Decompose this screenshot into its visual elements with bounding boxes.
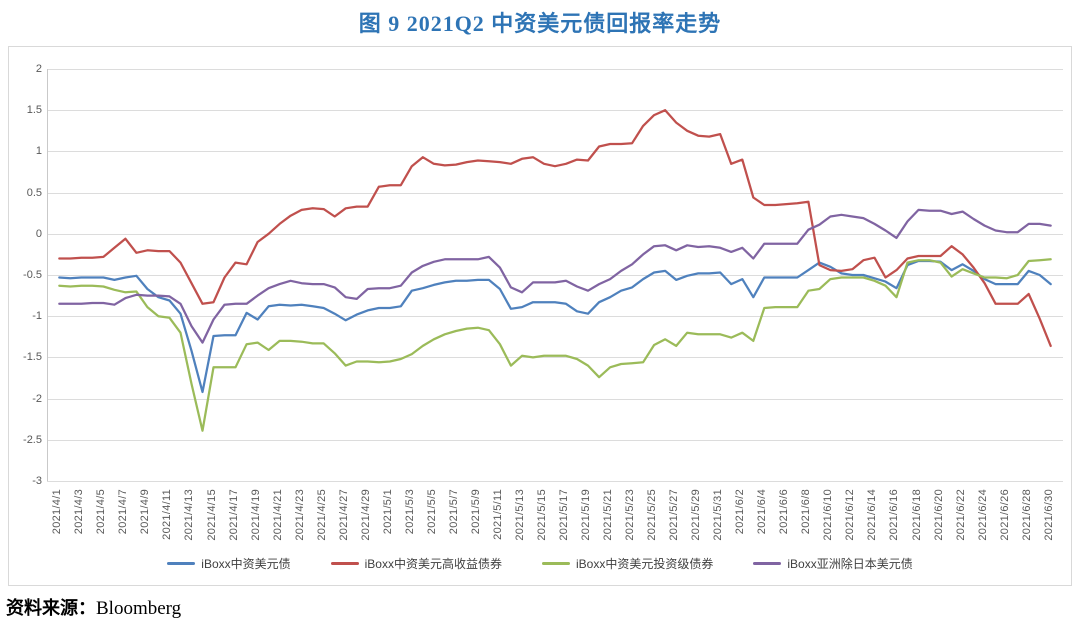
legend-item: iBoxx中资美元债 bbox=[167, 555, 291, 572]
x-axis-tick-label: 2021/6/16 bbox=[888, 489, 901, 541]
y-axis-tick-label: 0 bbox=[35, 227, 42, 240]
legend-item: iBoxx亚洲除日本美元债 bbox=[753, 555, 913, 572]
x-axis-tick-label: 2021/5/13 bbox=[513, 489, 526, 541]
x-axis-tick-label: 2021/5/29 bbox=[690, 489, 703, 541]
x-axis-tick-label: 2021/6/2 bbox=[734, 489, 747, 535]
x-axis-tick-label: 2021/4/27 bbox=[337, 489, 350, 541]
legend-swatch bbox=[753, 561, 782, 566]
x-axis-tick-label: 2021/6/26 bbox=[998, 489, 1011, 541]
x-axis-tick-label: 2021/5/7 bbox=[447, 489, 460, 535]
y-axis-tick-label: -2 bbox=[32, 392, 42, 405]
x-axis-tick-label: 2021/4/1 bbox=[51, 489, 64, 535]
source-value: Bloomberg bbox=[96, 598, 182, 619]
x-axis-tick-label: 2021/5/3 bbox=[403, 489, 416, 535]
x-axis-tick-label: 2021/6/8 bbox=[800, 489, 813, 535]
y-axis-tick-label: -3 bbox=[32, 475, 42, 487]
gridline bbox=[47, 233, 1063, 235]
x-axis-tick-label: 2021/6/30 bbox=[1042, 489, 1055, 541]
legend: iBoxx中资美元债 iBoxx中资美元高收益债券 iBoxx中资美元投资级债券 iB… bbox=[9, 555, 1071, 572]
x-axis-tick-label: 2021/4/21 bbox=[271, 489, 284, 541]
x-axis-tick-label: 2021/5/1 bbox=[381, 489, 394, 535]
x-axis-tick-label: 2021/4/19 bbox=[249, 489, 262, 541]
x-axis-tick-label: 2021/6/28 bbox=[1020, 489, 1033, 541]
x-axis-tick-label: 2021/4/15 bbox=[205, 489, 218, 541]
legend-label: iBoxx中资美元债 bbox=[201, 557, 291, 571]
x-axis-tick-label: 2021/6/10 bbox=[822, 489, 835, 541]
legend-item: iBoxx中资美元高收益债券 bbox=[330, 555, 502, 572]
y-axis-spine bbox=[47, 69, 48, 481]
x-axis-tick-label: 2021/4/25 bbox=[315, 489, 328, 541]
x-axis-tick-label: 2021/4/3 bbox=[73, 489, 86, 535]
x-axis-tick-label: 2021/4/17 bbox=[227, 489, 240, 541]
x-axis-tick-label: 2021/4/13 bbox=[183, 489, 196, 541]
x-axis-tick-label: 2021/5/17 bbox=[558, 489, 570, 541]
y-axis-tick-label: -0.5 bbox=[23, 269, 42, 281]
x-axis-tick-label: 2021/6/20 bbox=[932, 489, 945, 541]
legend-item: iBoxx中资美元投资级债券 bbox=[542, 555, 713, 572]
gridline bbox=[47, 398, 1063, 400]
x-axis-tick-label: 2021/5/19 bbox=[580, 489, 593, 541]
gridline bbox=[47, 357, 1063, 359]
x-axis-tick-label: 2021/6/22 bbox=[954, 489, 967, 541]
y-axis-tick-label: 1.5 bbox=[26, 104, 42, 117]
y-axis-tick-label: 1 bbox=[35, 145, 42, 158]
x-axis-tick-label: 2021/4/11 bbox=[161, 489, 174, 540]
plot-area bbox=[58, 109, 1052, 432]
x-axis-tick-label: 2021/5/27 bbox=[668, 489, 681, 541]
x-axis-tick-label: 2021/6/24 bbox=[976, 489, 989, 541]
x-axis-tick-label: 2021/6/14 bbox=[866, 489, 879, 541]
x-axis-tick-label: 2021/5/23 bbox=[624, 489, 637, 541]
x-axis-tick-label: 2021/6/12 bbox=[844, 489, 857, 541]
x-axis-tick-label: 2021/5/25 bbox=[646, 489, 659, 541]
x-axis-tick-label: 2021/5/11 bbox=[491, 489, 504, 540]
x-axis-tick-label: 2021/5/9 bbox=[469, 489, 482, 535]
legend-swatch bbox=[542, 561, 570, 566]
legend-swatch bbox=[330, 561, 359, 566]
x-axis-tick-label: 2021/4/23 bbox=[293, 489, 306, 541]
series-line bbox=[58, 259, 1052, 394]
series-line bbox=[58, 208, 1052, 344]
legend-label: iBoxx亚洲除日本美元债 bbox=[787, 557, 913, 571]
gridline bbox=[47, 439, 1063, 441]
gridline bbox=[47, 275, 1063, 276]
gridline bbox=[47, 110, 1063, 112]
x-axis-tick-label: 2021/6/18 bbox=[910, 489, 923, 541]
chart-area: 2 1.5 1 0.5 0 -0.5 -1 -1.5 -2 -2.5 -3 2021/4/1 2021… bbox=[8, 46, 1072, 586]
source-label: 资料来源： bbox=[6, 598, 96, 618]
y-axis-tick-label: -1 bbox=[32, 310, 42, 323]
x-axis-tick-label: 2021/6/4 bbox=[756, 489, 769, 535]
x-axis-tick-label: 2021/5/21 bbox=[602, 489, 615, 541]
y-axis-tick-label: 0.5 bbox=[26, 186, 42, 199]
series-line bbox=[58, 109, 1052, 348]
legend-swatch bbox=[167, 561, 196, 566]
x-axis-tick-label: 2021/4/9 bbox=[139, 489, 152, 535]
gridline bbox=[47, 192, 1063, 194]
y-axis-tick-label: 2 bbox=[35, 63, 42, 75]
gridline bbox=[47, 151, 1063, 153]
series-line bbox=[58, 258, 1052, 432]
x-axis-tick-label: 2021/4/5 bbox=[95, 489, 108, 535]
legend-label: iBoxx中资美元高收益债券 bbox=[364, 557, 502, 571]
x-axis-tick-label: 2021/4/7 bbox=[117, 489, 130, 535]
gridline bbox=[47, 316, 1063, 318]
x-axis-tick-label: 2021/5/15 bbox=[535, 489, 548, 541]
x-axis-tick-label: 2021/5/31 bbox=[712, 489, 725, 541]
y-axis-tick-label: -1.5 bbox=[23, 351, 42, 364]
chart-title: 图 9 2021Q2 中资美元债回报率走势 bbox=[358, 11, 722, 36]
gridline bbox=[47, 481, 1063, 482]
x-axis-tick-label: 2021/4/29 bbox=[359, 489, 372, 541]
x-axis-tick-label: 2021/5/5 bbox=[425, 489, 438, 535]
y-axis-tick-label: -2.5 bbox=[23, 433, 42, 446]
legend-label: iBoxx中资美元投资级债券 bbox=[576, 557, 714, 571]
source-note: 资料来源：Bloomberg bbox=[6, 594, 181, 620]
gridline bbox=[47, 69, 1063, 70]
x-axis-tick-label: 2021/6/6 bbox=[778, 489, 791, 535]
